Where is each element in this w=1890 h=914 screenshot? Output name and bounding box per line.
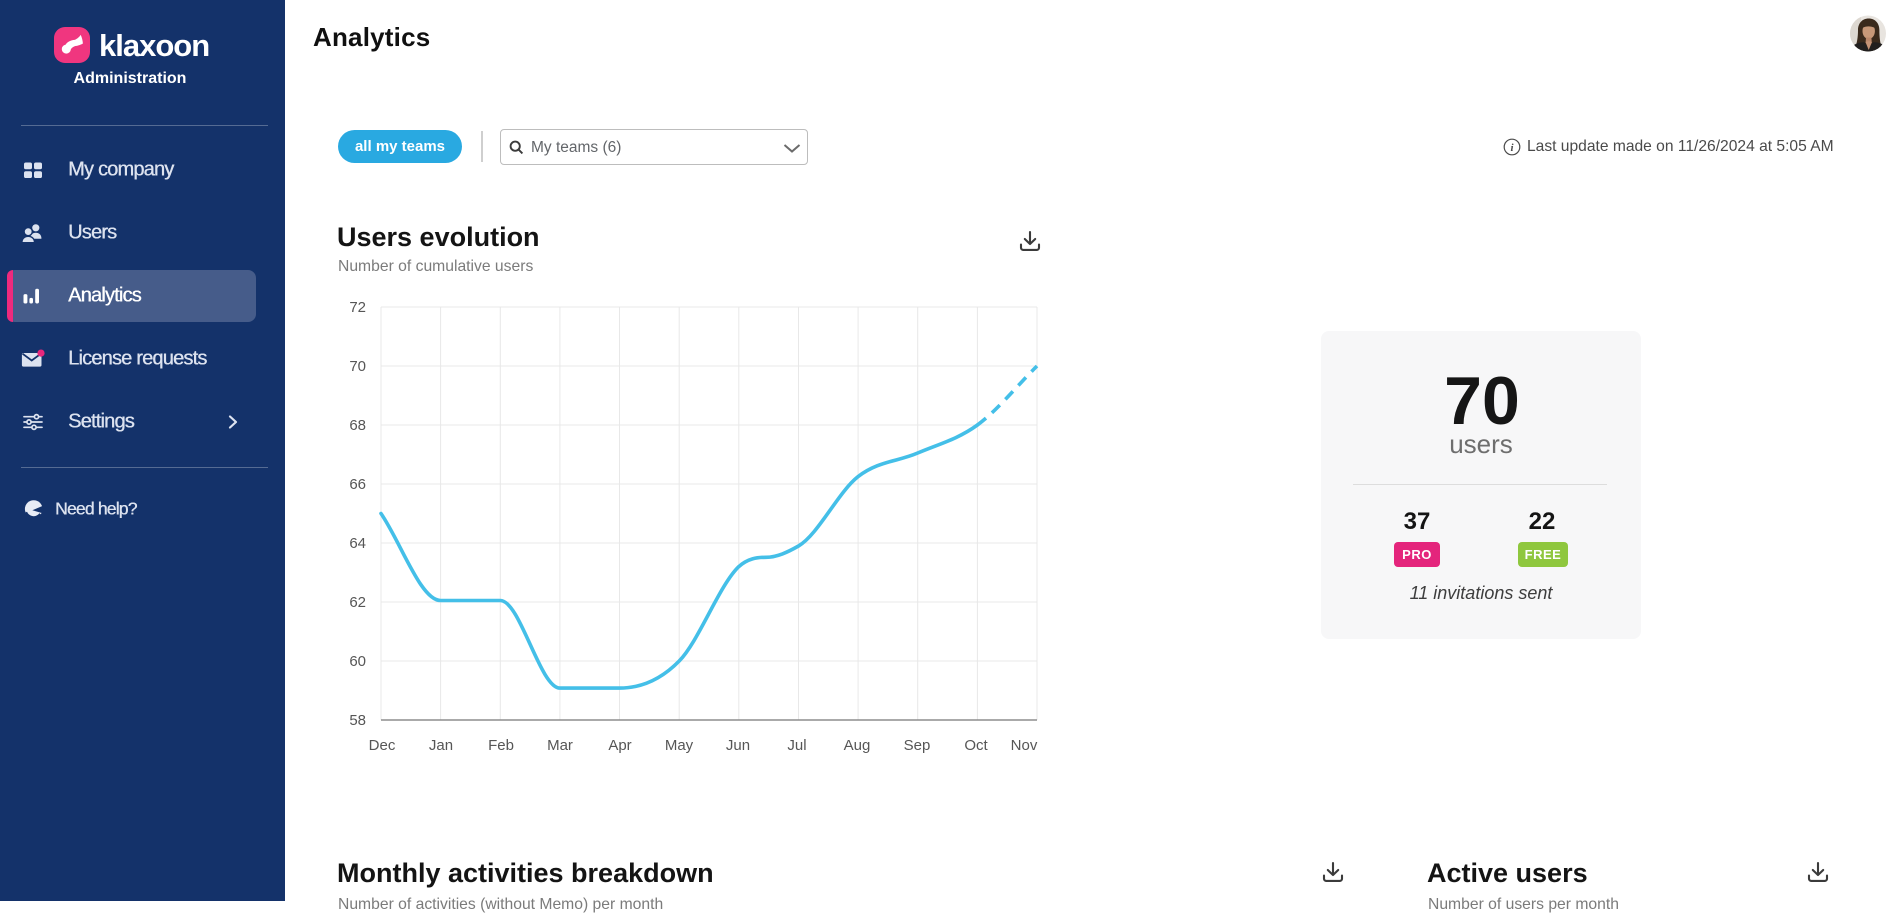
- svg-text:72: 72: [349, 299, 366, 316]
- svg-text:Aug: Aug: [844, 737, 871, 754]
- svg-text:Mar: Mar: [547, 737, 573, 754]
- svg-text:70: 70: [349, 358, 366, 375]
- svg-text:62: 62: [349, 594, 366, 611]
- svg-text:Jun: Jun: [726, 737, 750, 754]
- svg-text:Nov: Nov: [1011, 737, 1038, 754]
- svg-text:66: 66: [349, 476, 366, 493]
- svg-text:i: i: [1510, 142, 1514, 154]
- svg-text:Jul: Jul: [787, 737, 806, 754]
- svg-text:Feb: Feb: [488, 737, 514, 754]
- svg-text:64: 64: [349, 535, 366, 552]
- svg-text:58: 58: [349, 712, 366, 729]
- svg-text:May: May: [665, 737, 694, 754]
- svg-text:68: 68: [349, 417, 366, 434]
- svg-text:Jan: Jan: [429, 737, 453, 754]
- svg-text:Sep: Sep: [904, 737, 931, 754]
- svg-text:Oct: Oct: [964, 737, 988, 754]
- svg-text:60: 60: [349, 653, 366, 670]
- svg-text:Dec: Dec: [369, 737, 396, 754]
- svg-text:Apr: Apr: [608, 737, 631, 754]
